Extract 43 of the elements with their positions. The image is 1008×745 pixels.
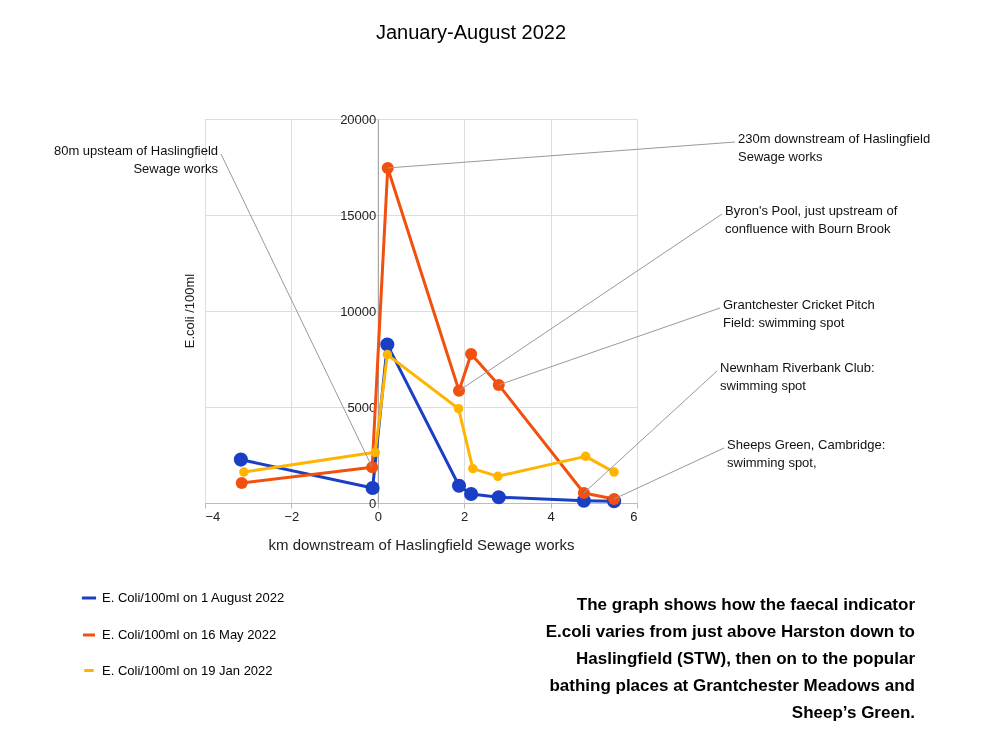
point [451, 478, 467, 493]
y-tick-label: 10000 [340, 303, 377, 319]
x-axis-title: km downstream of Haslingfield Sewage works [268, 535, 575, 553]
annotation: Byron's Pool, just upstream of confluence with Bourn Brook [725, 203, 898, 236]
annotation: Grantchester Cricket Pitch Field: swimming spot [723, 297, 875, 330]
point [577, 487, 590, 500]
point [608, 492, 621, 505]
x-tick-label: −4 [205, 508, 221, 524]
point [493, 471, 503, 482]
y-tick-label: 20000 [340, 111, 377, 127]
legend-label: E. Coli/100ml on 16 May 2022 [102, 627, 277, 642]
y-tick-label: 15000 [340, 207, 377, 223]
x-tick-label: 6 [630, 508, 638, 524]
point [453, 384, 466, 397]
point [366, 461, 379, 474]
x-tick-label: −2 [284, 508, 300, 524]
point [380, 337, 395, 352]
point [580, 451, 591, 462]
point [453, 403, 464, 414]
point [233, 452, 248, 467]
legend-label: E. Coli/100ml on 1 August 2022 [102, 590, 285, 605]
point [491, 490, 506, 505]
point [365, 480, 380, 496]
point [465, 348, 478, 361]
x-tick-label: 2 [461, 508, 469, 524]
annotation: 80m upsteam of Haslingfield Sewage works [53, 143, 219, 176]
point [239, 467, 249, 477]
point [382, 349, 393, 360]
chart-title: January-August 2022 [375, 21, 567, 43]
x-tick-label: 4 [547, 508, 555, 524]
text: The graph shows how the faecal indicator E.coli varies from just above Harston down to Haslingfield (STW), then on to the popular bathing places at Grantchester Meadows and Sheep’s Green. [545, 595, 916, 722]
annotation: Sheeps Green, Cambridge: swimming spot, [727, 437, 886, 470]
annotation: Newnham Riverbank Club: swimming spot [720, 360, 875, 393]
point [468, 463, 478, 474]
point [609, 467, 619, 477]
point [492, 378, 505, 391]
point [464, 486, 479, 502]
y-tick-label: 0 [369, 495, 377, 511]
legend-label: E. Coli/100ml on 19 Jan 2022 [102, 662, 273, 678]
point [235, 477, 248, 490]
y-axis-title: E.coli /100ml [182, 273, 197, 349]
point [370, 447, 380, 458]
annotation: 230m downstream of Haslingfield Sewage works [738, 131, 931, 164]
